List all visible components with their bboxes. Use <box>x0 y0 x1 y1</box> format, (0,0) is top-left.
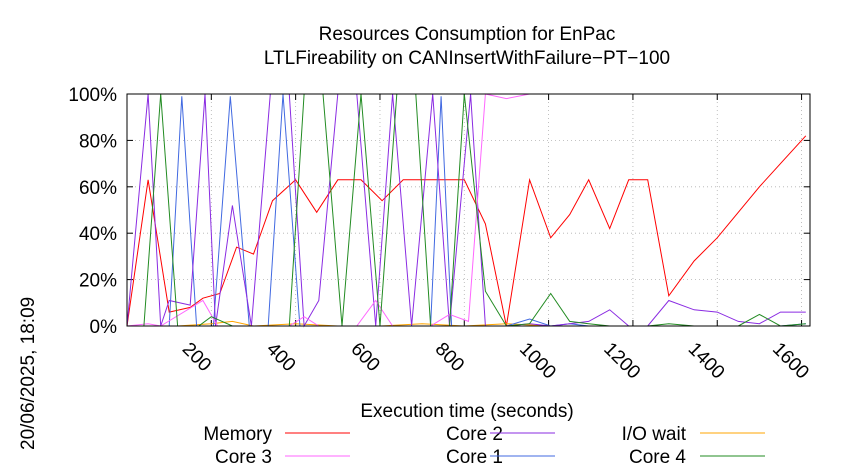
y-tick-label: 20% <box>79 271 117 292</box>
series-line-memory <box>126 135 807 327</box>
chart-subtitle: LTLFireability on CANInsertWithFailure−P… <box>264 48 670 69</box>
plot-frame <box>126 93 811 327</box>
side-label: 20/06/2025, 18:09 <box>18 297 39 450</box>
y-tick-label: 0% <box>90 317 118 338</box>
series-line-core-2 <box>126 93 806 328</box>
chart-title: Resources Consumption for EnPac <box>319 24 616 45</box>
x-tick-label: 600 <box>346 339 383 376</box>
series-line-i-o-wait <box>127 320 806 327</box>
y-tick-label: 40% <box>79 224 117 245</box>
x-axis-label: Execution time (seconds) <box>360 401 573 422</box>
x-tick-label: 800 <box>431 339 468 376</box>
series-line-core-1 <box>127 93 806 327</box>
y-tick-label: 80% <box>79 131 117 152</box>
legend-label: Core 4 <box>629 447 686 468</box>
plot-area: 0% 20% 40% 60% 80% 100% 200 400 600 800 1000 1200 14… <box>68 85 812 383</box>
x-tick-label: 400 <box>262 339 299 376</box>
x-tick-label: 1600 <box>768 339 813 384</box>
legend-label: Core 1 <box>446 447 503 468</box>
x-tick-label: 1200 <box>599 339 644 384</box>
series-line-core-4 <box>127 93 806 327</box>
series-line-core-3 <box>126 93 806 327</box>
x-tick-label: 1400 <box>684 339 729 384</box>
x-tick-label: 1000 <box>515 339 560 384</box>
legend-label: Core 2 <box>446 424 503 445</box>
y-tick-label: 100% <box>68 85 117 106</box>
legend-label: I/O wait <box>622 424 687 445</box>
legend-label: Core 3 <box>215 447 272 468</box>
y-tick-label: 60% <box>79 178 117 199</box>
x-tick-label: 200 <box>178 339 215 376</box>
legend-label: Memory <box>203 424 272 445</box>
